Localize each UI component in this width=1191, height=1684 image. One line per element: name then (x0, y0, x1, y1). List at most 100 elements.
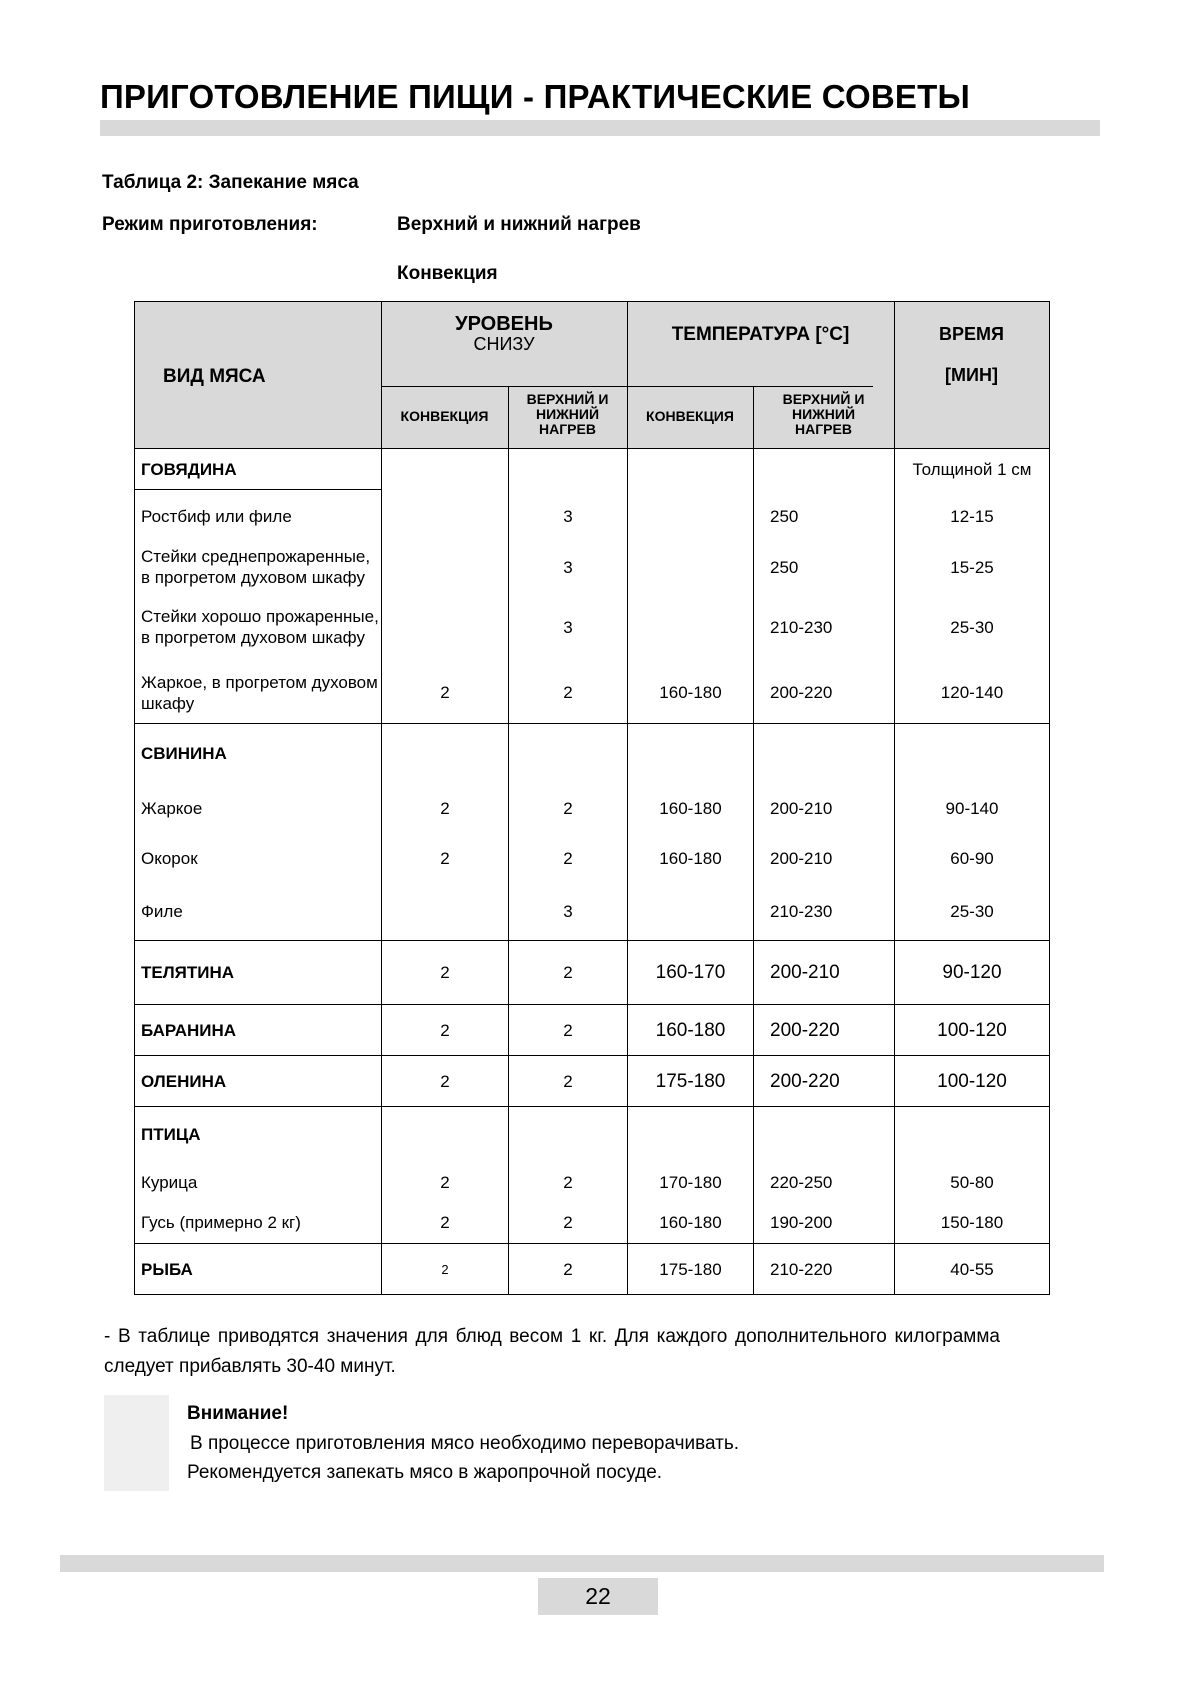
level-top-bottom-cell: 3 (508, 883, 627, 940)
level-convection-cell (381, 542, 508, 592)
level-convection-cell: 2 (381, 1005, 508, 1055)
temp-top-bottom-cell: 220-250 (753, 1162, 894, 1202)
temp-convection-cell: 160-180 (627, 1202, 753, 1243)
time-cell: 25-30 (894, 883, 1049, 940)
meat-group: ТЕЛЯТИНА 2 2 160-170 200-210 90-120 (135, 940, 1049, 1004)
col-divider (381, 302, 382, 448)
header-time-2: [МИН] (945, 365, 998, 385)
header-level: УРОВЕНЬ СНИЗУ (381, 314, 627, 354)
time-cell: 40-55 (894, 1244, 1049, 1294)
level-convection-cell: 2 (381, 941, 508, 1004)
level-top-bottom-cell (508, 1107, 627, 1162)
attention-line: Рекомендуется запекать мясо в жаропрочно… (187, 1462, 663, 1483)
level-convection-cell (381, 449, 508, 490)
temp-top-bottom-cell: 210-220 (753, 1244, 894, 1294)
meat-roasting-table: ВИД МЯСА УРОВЕНЬ СНИЗУ ТЕМПЕРАТУРА [°C] В… (134, 301, 1050, 1295)
header-level-text: УРОВЕНЬ (455, 313, 553, 335)
level-convection-cell: 2 (381, 1056, 508, 1106)
level-convection-cell (381, 883, 508, 940)
col-divider (753, 386, 754, 448)
header-temperature: ТЕМПЕРАТУРА [°C] (671, 324, 850, 345)
group-title: ГОВЯДИНА (135, 449, 381, 490)
meat-name: Стейки среднепрожаренные, в прогретом ду… (141, 547, 371, 587)
attention-title: Внимание! (187, 1403, 289, 1424)
temp-top-bottom-cell: 200-210 (753, 941, 894, 1004)
time-cell: 150-180 (894, 1202, 1049, 1243)
meat-group: ОЛЕНИНА 2 2 175-180 200-220 100-120 (135, 1055, 1049, 1106)
level-convection-cell: 2 (381, 662, 508, 723)
time-cell: Толщиной 1 см (894, 449, 1049, 490)
attention-line: В процессе приготовления мясо необходимо… (190, 1433, 740, 1454)
page-number: 22 (538, 1578, 658, 1615)
temp-convection-cell: 160-180 (627, 833, 753, 883)
time-cell (894, 724, 1049, 783)
mode-label: Режим приготовления: (102, 214, 318, 235)
level-top-bottom-cell: 2 (508, 1244, 627, 1294)
level-top-bottom-cell: 2 (508, 1056, 627, 1106)
level-convection-cell (381, 1107, 508, 1162)
time-cell: 120-140 (894, 662, 1049, 723)
group-title: ТЕЛЯТИНА (141, 963, 235, 982)
header-time-1: ВРЕМЯ (939, 324, 1004, 344)
time-cell: 50-80 (894, 1162, 1049, 1202)
temp-top-bottom-cell: 250 (753, 542, 894, 592)
table-row: Гусь (примерно 2 кг) 2 2 160-180 190-200 150-… (135, 1202, 1049, 1243)
table-caption: Таблица 2: Запекание мяса (102, 172, 359, 193)
header-level-convection: КОНВЕКЦИЯ (400, 408, 489, 424)
temp-convection-cell (627, 490, 753, 542)
group-title: ОЛЕНИНА (141, 1071, 227, 1091)
time-cell: 100-120 (894, 1056, 1049, 1106)
table-row: Стейки хорошо прожаренные, в прогретом д… (135, 592, 1049, 662)
group-title-row: ГОВЯДИНА Толщиной 1 см (135, 449, 1049, 490)
temp-top-bottom-cell: 200-210 (753, 783, 894, 833)
time-cell: 90-140 (894, 783, 1049, 833)
header-meat-type: ВИД МЯСА (163, 366, 266, 387)
temp-top-bottom-cell (753, 449, 894, 490)
meat-group: СВИНИНА Жаркое 2 2 160-180 200-210 90-140 Окоро… (135, 723, 1049, 940)
table-row: Курица 2 2 170-180 220-250 50-80 (135, 1162, 1049, 1202)
temp-convection-cell: 160-180 (627, 1005, 753, 1055)
title-divider-bar (100, 120, 1100, 136)
level-top-bottom-cell: 2 (508, 1162, 627, 1202)
level-convection-cell: 2 (381, 783, 508, 833)
time-cell: 25-30 (894, 592, 1049, 662)
temp-top-bottom-cell: 200-220 (753, 662, 894, 723)
time-cell: 60-90 (894, 833, 1049, 883)
level-top-bottom-cell (508, 724, 627, 783)
footer-bar (60, 1555, 1104, 1572)
level-convection-cell: 2 (381, 1202, 508, 1243)
table-header: ВИД МЯСА УРОВЕНЬ СНИЗУ ТЕМПЕРАТУРА [°C] В… (135, 302, 1049, 449)
temp-convection-cell: 175-180 (627, 1244, 753, 1294)
level-top-bottom-cell: 3 (508, 592, 627, 662)
time-cell (894, 1107, 1049, 1162)
col-divider (508, 386, 509, 448)
mode-convection: Конвекция (397, 263, 498, 284)
temp-convection-cell (627, 883, 753, 940)
level-top-bottom-cell: 2 (508, 662, 627, 723)
meat-name: Ростбиф или филе (141, 506, 292, 526)
table-row: Стейки среднепрожаренные, в прогретом ду… (135, 542, 1049, 592)
temp-top-bottom-cell: 200-220 (753, 1005, 894, 1055)
level-convection-cell: 2 (381, 1162, 508, 1202)
meat-name: Жаркое (141, 798, 203, 818)
table-row: Жаркое 2 2 160-180 200-210 90-140 (135, 783, 1049, 833)
temp-convection-cell (627, 449, 753, 490)
temp-top-bottom-cell: 210-230 (753, 592, 894, 662)
meat-name: Курица (141, 1172, 198, 1192)
weight-note: - В таблице приводятся значения для блюд… (104, 1326, 1000, 1377)
header-level-top-bottom: ВЕРХНИЙ И НИЖНИЙ НАГРЕВ (526, 391, 609, 437)
table-row: Жаркое, в прогретом духовом шкафу 2 2 160-1… (135, 662, 1049, 723)
temp-top-bottom-cell: 190-200 (753, 1202, 894, 1243)
group-title-row: ОЛЕНИНА 2 2 175-180 200-220 100-120 (135, 1056, 1049, 1106)
meat-name: Филе (141, 902, 183, 921)
table-row: Окорок 2 2 160-180 200-210 60-90 (135, 833, 1049, 883)
temp-convection-cell: 170-180 (627, 1162, 753, 1202)
temp-convection-cell (627, 542, 753, 592)
temp-convection-cell: 160-180 (627, 783, 753, 833)
level-top-bottom-cell: 2 (508, 833, 627, 883)
level-convection-cell (381, 724, 508, 783)
group-title-row: СВИНИНА (135, 724, 1049, 783)
meat-name: Жаркое, в прогретом духовом шкафу (141, 672, 378, 713)
temp-convection-cell: 175-180 (627, 1056, 753, 1106)
